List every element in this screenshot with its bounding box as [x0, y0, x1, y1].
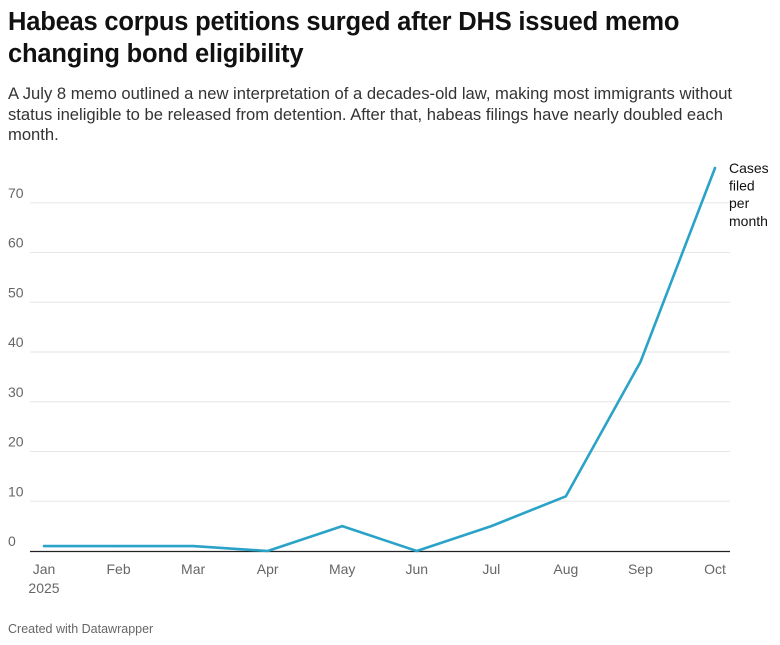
- x-tick-label: Sep: [628, 561, 653, 577]
- x-tick-label: Aug: [553, 561, 578, 577]
- y-tick-label: 40: [8, 334, 24, 350]
- line-chart: 0 10 20 30 40 50 60 70 Jan Feb Mar Apr May Jun Jul Aug S…: [8, 160, 769, 596]
- data-point: [341, 525, 344, 528]
- data-point: [43, 545, 46, 548]
- data-point: [490, 525, 493, 528]
- y-tick-label: 30: [8, 384, 24, 400]
- data-point: [415, 550, 418, 553]
- series-label: Cases: [729, 160, 769, 176]
- x-tick-label: Jan: [33, 561, 56, 577]
- y-tick-label: 10: [8, 483, 24, 499]
- x-tick-label: Apr: [257, 561, 279, 577]
- y-tick-label: 60: [8, 235, 24, 251]
- x-tick-label: May: [329, 561, 355, 577]
- x-tick-label: Mar: [181, 561, 205, 577]
- data-point: [639, 361, 642, 364]
- x-tick-label: Jul: [482, 561, 500, 577]
- y-tick-label: 0: [8, 533, 16, 549]
- y-tick-label: 20: [8, 434, 24, 450]
- x-tick-label: Oct: [704, 561, 726, 577]
- x-tick-label: Jun: [405, 561, 428, 577]
- data-point: [192, 545, 195, 548]
- series-label: filed: [729, 178, 755, 194]
- data-point: [117, 545, 120, 548]
- x-year-label: 2025: [28, 580, 59, 596]
- y-tick-label: 70: [8, 185, 24, 201]
- chart-subtitle: A July 8 memo outlined a new interpretat…: [8, 84, 733, 144]
- series-line: [42, 166, 717, 553]
- chart-title: Habeas corpus petitions surged after DHS…: [8, 8, 680, 68]
- x-tick-label: Feb: [106, 561, 130, 577]
- y-tick-label: 50: [8, 284, 24, 300]
- data-point: [266, 550, 269, 553]
- data-point: [714, 167, 717, 170]
- data-point: [565, 495, 568, 498]
- series-label: month: [729, 213, 768, 229]
- footer-credit: Created with Datawrapper: [8, 622, 154, 636]
- series-label: per: [729, 195, 750, 211]
